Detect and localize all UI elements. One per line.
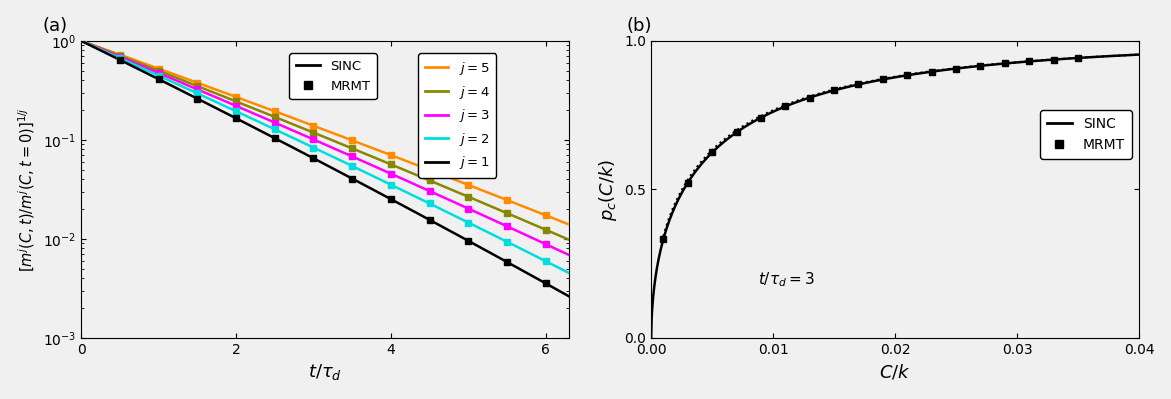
Legend: SINC, MRMT: SINC, MRMT [1040,110,1132,159]
Text: $t/\tau_d = 3$: $t/\tau_d = 3$ [759,271,815,289]
SINC [979,63,993,68]
MRMT [779,104,793,109]
MRMT [754,115,768,120]
MRMT [973,63,987,68]
X-axis label: $C/k$: $C/k$ [879,362,911,381]
MRMT [1071,55,1086,60]
Line: MRMT: MRMT [660,54,1082,243]
Text: (b): (b) [626,17,652,35]
SINC [644,336,658,340]
MRMT [851,82,865,87]
SINC [842,84,856,89]
MRMT [1022,59,1036,64]
Y-axis label: $p_c(C/k)$: $p_c(C/k)$ [597,158,618,221]
SINC [1025,59,1039,63]
SINC [860,81,874,85]
MRMT [900,73,915,78]
MRMT [998,61,1012,66]
X-axis label: $t / \tau_d$: $t / \tau_d$ [308,362,342,382]
Y-axis label: $[m^j(C,t)/m^j(C,t=0)]^{1/j}$: $[m^j(C,t)/m^j(C,t=0)]^{1/j}$ [16,107,37,272]
MRMT [705,150,719,155]
MRMT [802,95,816,100]
MRMT [1047,57,1061,62]
Line: SINC: SINC [651,55,1139,338]
MRMT [925,69,939,74]
MRMT [827,88,841,93]
MRMT [656,237,670,242]
SINC [694,162,708,167]
SINC [1033,58,1047,63]
Legend: $j = 5$, $j = 4$, $j = 3$, $j = 2$, $j = 1$: $j = 5$, $j = 4$, $j = 3$, $j = 2$, $j =… [418,53,497,178]
MRMT [949,66,963,71]
Text: (a): (a) [42,17,67,35]
SINC [1132,52,1146,57]
MRMT [680,180,694,185]
MRMT [876,77,890,82]
MRMT [730,130,744,135]
